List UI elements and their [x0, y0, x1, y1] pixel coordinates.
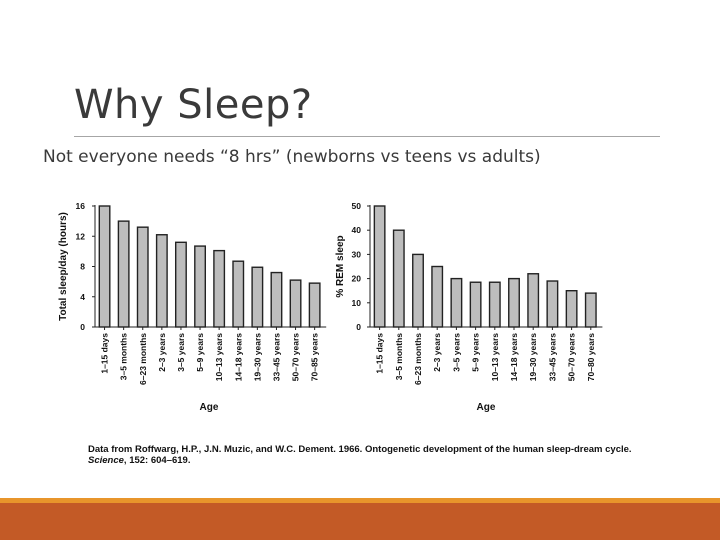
footer-band	[0, 503, 720, 540]
y-tick-label: 0	[80, 322, 85, 332]
x-tick-label: 70–80 years	[586, 333, 596, 381]
bar	[431, 265, 444, 328]
y-axis-title: % REM sleep	[335, 235, 346, 297]
bar	[155, 234, 168, 328]
bar	[527, 273, 540, 328]
x-tick-label: 33–45 years	[547, 333, 557, 381]
x-tick-label: 2–3 years	[432, 333, 442, 372]
bar	[213, 249, 226, 328]
chart-2: 0 10 20 30 40 50 1–15 days 3–5 months 6–23 month…	[335, 201, 603, 413]
bar	[136, 226, 149, 328]
bar	[508, 277, 520, 328]
y-tick-label: 10	[352, 298, 362, 308]
citation-line-2: Science, 152: 604–619.	[88, 455, 632, 466]
chart-1: 0 4 8 12 16 1–15 days 3–5 months 6–23 months 2–3…	[58, 201, 327, 413]
bar	[373, 205, 386, 328]
x-tick-label: 3–5 years	[176, 333, 186, 372]
citation-volume: , 152: 604–619.	[123, 455, 191, 466]
bar	[194, 245, 207, 328]
slide-subtitle: Not everyone needs “8 hrs” (newborns vs …	[43, 147, 541, 167]
x-tick-label: 1–15 days	[375, 333, 385, 374]
bar	[412, 253, 424, 328]
bar	[232, 260, 245, 328]
y-tick-label: 12	[76, 231, 86, 241]
bar	[251, 266, 264, 328]
x-tick-label: 70–85 years	[310, 333, 320, 381]
x-tick-label: 50–70 years	[291, 333, 301, 381]
x-tick-label: 19–30 years	[528, 333, 538, 381]
bar	[392, 229, 405, 328]
citation-journal: Science	[88, 455, 124, 466]
x-tick-label: 10–13 years	[214, 333, 224, 381]
x-tick-label: 50–70 years	[567, 333, 577, 381]
y-tick-label: 4	[80, 292, 85, 302]
x-tick-label: 1–15 days	[100, 333, 110, 374]
y-tick-label: 40	[352, 225, 362, 235]
bar	[270, 271, 283, 328]
x-axis-title: Age	[477, 402, 496, 413]
x-tick-label: 33–45 years	[271, 333, 281, 381]
bar	[584, 292, 597, 328]
bar	[488, 281, 501, 328]
bar	[469, 281, 482, 328]
footer-accent-stripe	[0, 498, 720, 503]
y-tick-label: 16	[76, 201, 86, 211]
x-tick-label: 14–18 years	[509, 333, 519, 381]
x-tick-label: 3–5 years	[451, 333, 461, 372]
x-tick-label: 6–23 months	[413, 333, 423, 385]
bar	[174, 241, 187, 328]
bar	[565, 290, 578, 328]
x-tick-label: 19–30 years	[252, 333, 262, 381]
x-tick-label: 5–9 years	[195, 333, 205, 372]
x-axis-title: Age	[200, 402, 219, 413]
y-tick-label: 8	[80, 262, 85, 272]
x-tick-label: 3–5 months	[119, 333, 129, 381]
title-divider	[74, 136, 660, 137]
citation: Data from Roffwarg, H.P., J.N. Muzic, an…	[88, 444, 632, 466]
x-tick-label: 5–9 years	[471, 333, 481, 372]
bar	[546, 280, 559, 328]
y-axis-title: Total sleep/day (hours)	[58, 212, 69, 321]
bar	[117, 220, 130, 328]
x-tick-label: 14–18 years	[233, 333, 243, 381]
x-tick-label: 10–13 years	[490, 333, 500, 381]
y-tick-label: 30	[352, 249, 362, 259]
x-tick-label: 3–5 months	[394, 333, 404, 381]
x-tick-label: 6–23 months	[138, 333, 148, 385]
y-tick-label: 0	[356, 322, 361, 332]
y-tick-label: 20	[352, 274, 362, 284]
bar	[98, 205, 111, 328]
x-tick-label: 2–3 years	[157, 333, 167, 372]
bar	[308, 282, 321, 328]
y-tick-label: 50	[352, 201, 362, 211]
bar	[450, 277, 463, 328]
bar	[289, 279, 302, 328]
citation-line-1: Data from Roffwarg, H.P., J.N. Muzic, an…	[88, 444, 632, 455]
slide-title: Why Sleep?	[74, 82, 313, 128]
